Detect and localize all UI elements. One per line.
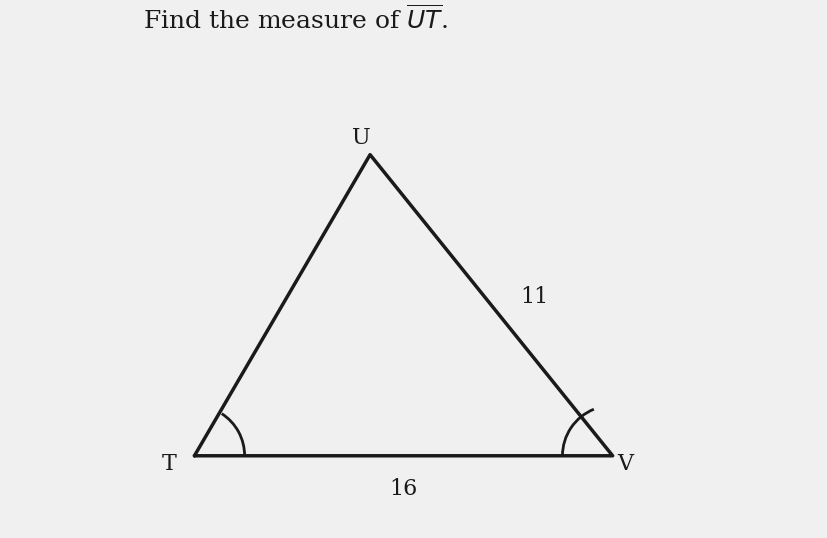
Text: Find the measure of $\overline{UT}$.: Find the measure of $\overline{UT}$. (143, 5, 447, 34)
Text: T: T (162, 453, 176, 475)
Text: U: U (352, 127, 370, 149)
Text: V: V (616, 453, 633, 475)
Text: 11: 11 (520, 286, 548, 308)
Text: 16: 16 (389, 478, 417, 500)
